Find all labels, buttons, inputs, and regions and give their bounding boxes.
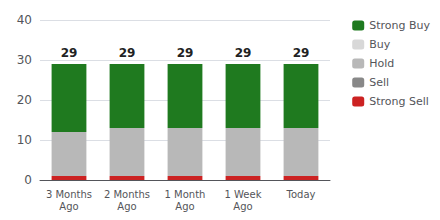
svg-text:Ago: Ago [117, 201, 136, 212]
svg-text:Ago: Ago [59, 201, 78, 212]
svg-text:Sell: Sell [369, 76, 389, 89]
svg-text:40: 40 [17, 13, 32, 27]
svg-text:3 Months: 3 Months [46, 189, 92, 200]
svg-text:29: 29 [61, 46, 78, 60]
svg-text:30: 30 [17, 53, 32, 67]
svg-text:2 Months: 2 Months [104, 189, 150, 200]
svg-text:0: 0 [24, 173, 32, 187]
svg-text:29: 29 [119, 46, 136, 60]
svg-text:1 Week: 1 Week [225, 189, 262, 200]
svg-text:Buy: Buy [369, 38, 391, 51]
svg-text:Hold: Hold [369, 57, 394, 70]
svg-text:Strong Sell: Strong Sell [369, 95, 429, 108]
svg-text:Today: Today [286, 189, 316, 200]
svg-text:29: 29 [177, 46, 194, 60]
svg-text:Strong Buy: Strong Buy [369, 19, 430, 32]
svg-text:20: 20 [17, 93, 32, 107]
svg-text:Ago: Ago [233, 201, 252, 212]
svg-text:29: 29 [293, 46, 310, 60]
svg-text:10: 10 [17, 133, 32, 147]
svg-text:1 Month: 1 Month [165, 189, 206, 200]
svg-text:29: 29 [235, 46, 252, 60]
svg-text:Ago: Ago [175, 201, 194, 212]
